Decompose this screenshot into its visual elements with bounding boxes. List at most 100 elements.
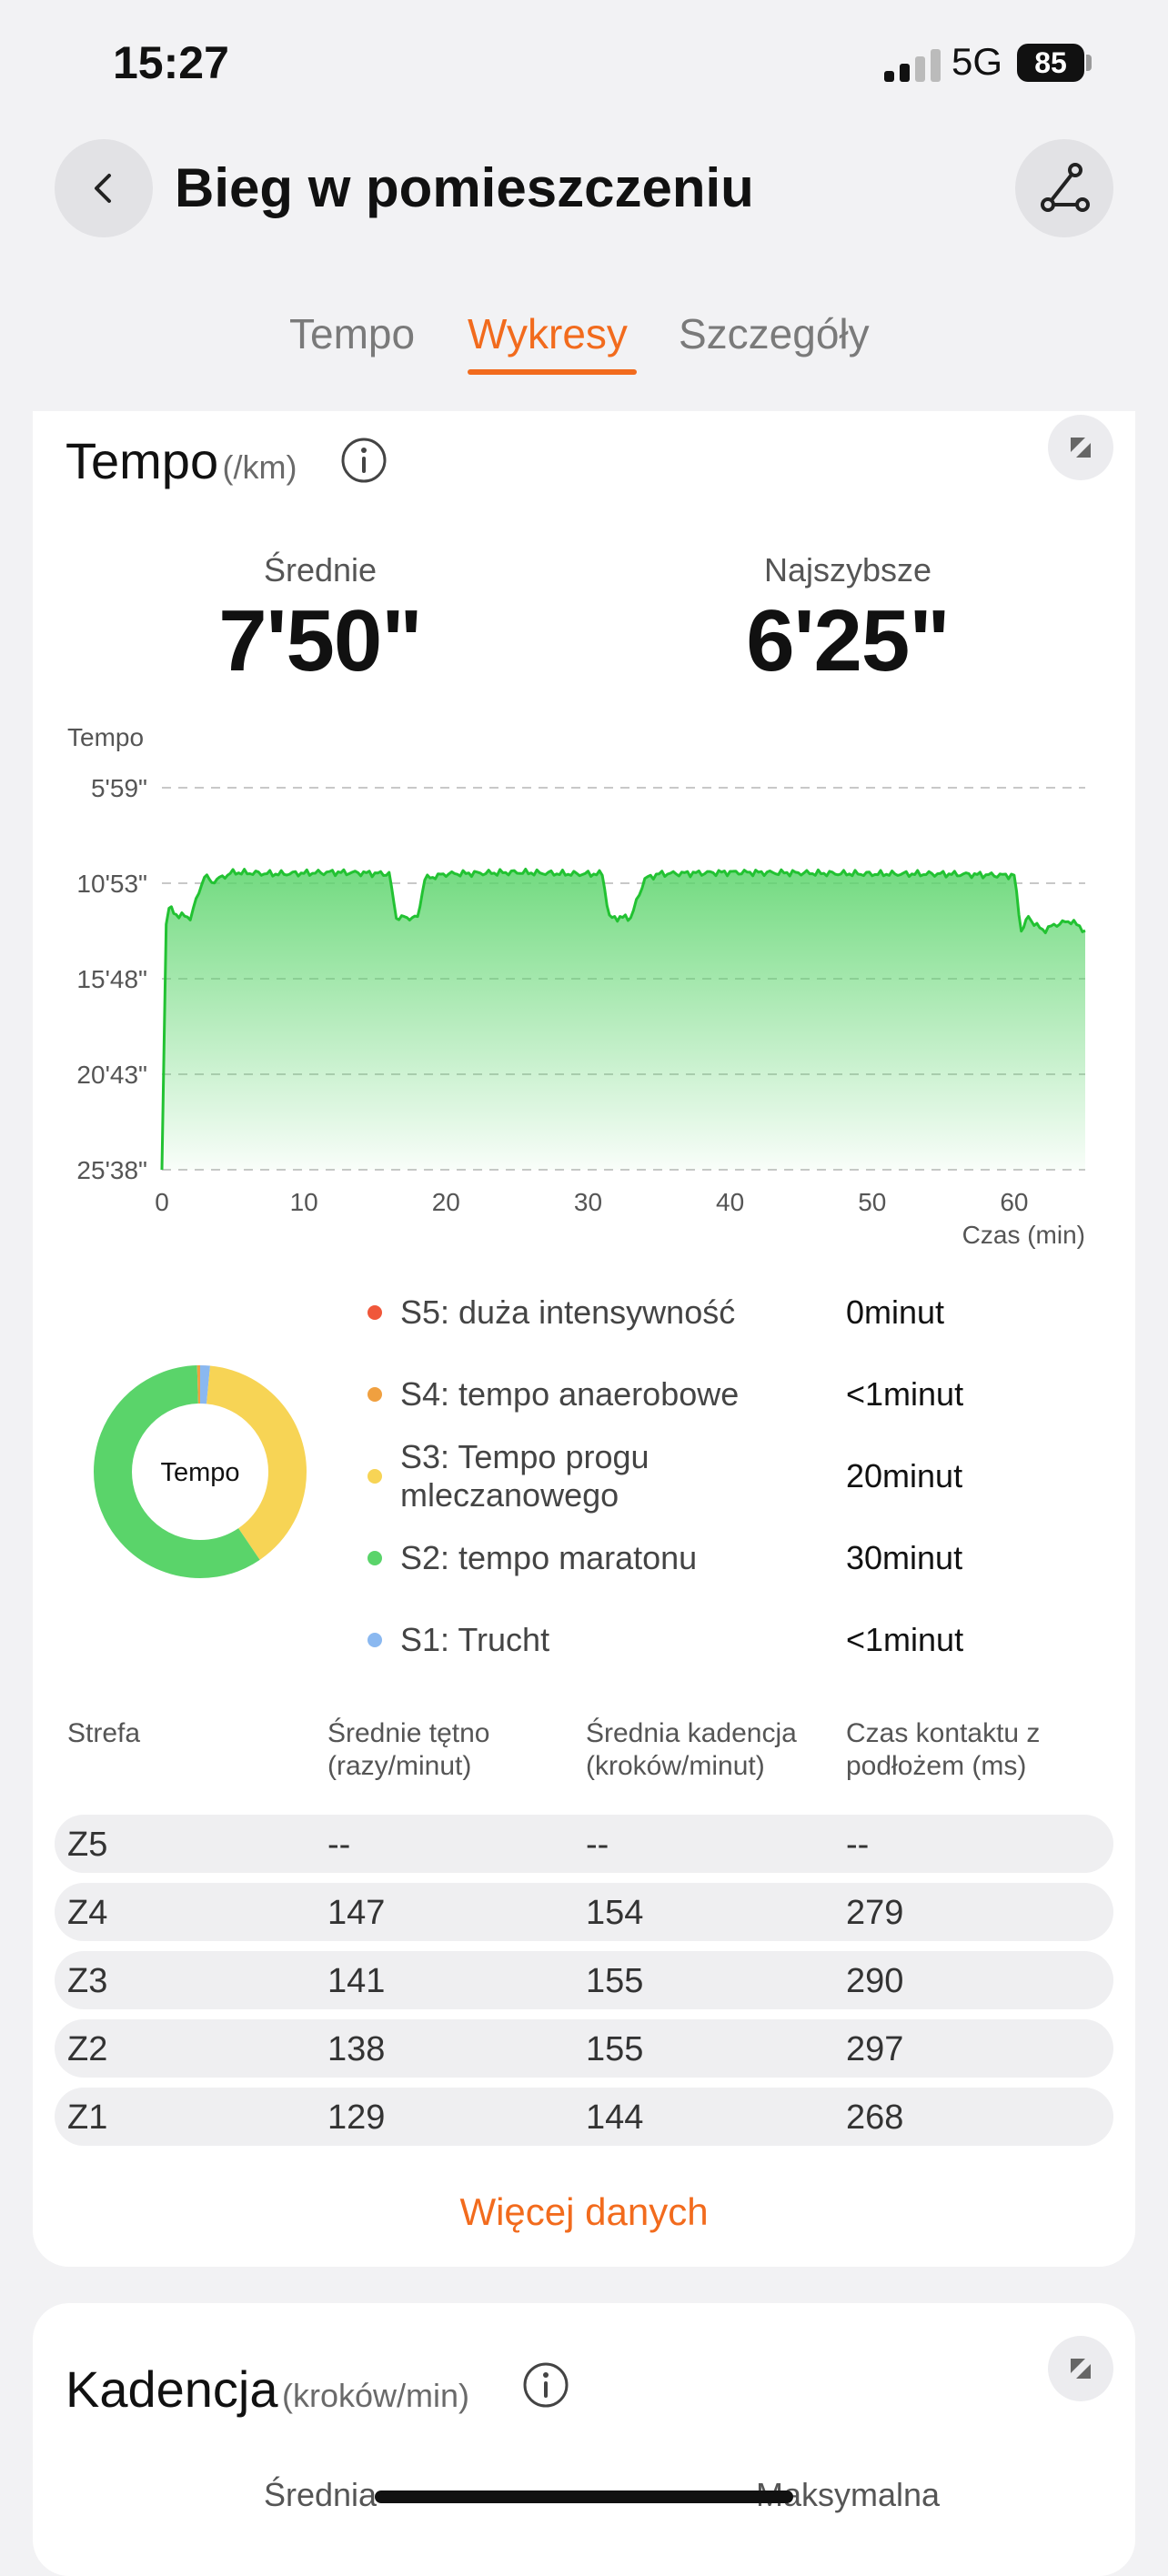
battery-tip (1086, 55, 1092, 71)
table-cell: Z5 (67, 1826, 108, 1864)
cadence-title: Kadencja (65, 2360, 278, 2418)
donut-segment (94, 1365, 307, 1578)
tab-tempo[interactable]: Tempo (289, 310, 416, 357)
table-row: Z1 129 144 268 (55, 2088, 1113, 2146)
table-cell: 290 (846, 1962, 904, 2000)
expand-button[interactable] (1048, 415, 1113, 480)
chart-ylabel: Tempo (67, 723, 144, 751)
legend-dot (368, 1305, 382, 1320)
info-icon[interactable] (522, 2361, 569, 2409)
table-cell: -- (846, 1826, 870, 1864)
info-icon[interactable] (340, 437, 388, 484)
network-type: 5G (952, 40, 1003, 83)
legend-label: S1: Trucht (400, 1621, 550, 1658)
table-cell: 155 (586, 1962, 644, 2000)
x-tick-label: 40 (716, 1188, 744, 1216)
table-header-contact: Czas kontaktu z podłożem (ms) (846, 1718, 1041, 1781)
table-cell: 297 (846, 2030, 904, 2068)
back-button[interactable] (55, 139, 153, 237)
pace-unit: (/km) (222, 448, 297, 486)
table-cell: Z4 (67, 1894, 108, 1932)
table-header-zone: Strefa (67, 1718, 141, 1748)
table-header-hr: Średnie tętno (razy/minut) (327, 1718, 490, 1781)
pace-line (160, 868, 1086, 1171)
legend-dot (368, 1387, 382, 1402)
home-indicator (375, 2490, 793, 2503)
legend-value: 20minut (846, 1457, 963, 1494)
table-cell: -- (327, 1826, 351, 1864)
table-cell: Z2 (67, 2030, 108, 2068)
x-tick-label: 60 (1000, 1188, 1028, 1216)
legend-dot (368, 1469, 382, 1484)
pace-area (162, 869, 1085, 1170)
legend-label: S5: duża intensywność (400, 1293, 736, 1331)
y-tick-label: 20'43" (76, 1061, 147, 1089)
y-tick-label: 5'59" (91, 774, 147, 802)
x-tick-label: 0 (155, 1188, 169, 1216)
page-title: Bieg w pomieszczeniu (175, 157, 754, 218)
chevron-left-icon (95, 174, 111, 203)
y-tick-label: 25'38" (76, 1156, 147, 1184)
cadence-section-title: Kadencja (kroków/min) (65, 2360, 469, 2419)
fastest-pace-label: Najszybsze (763, 551, 932, 589)
expand-icon (1071, 438, 1091, 458)
legend-value: <1minut (846, 1375, 964, 1413)
legend-value: 0minut (846, 1293, 945, 1331)
donut-segment (94, 1365, 307, 1578)
x-tick-label: 20 (432, 1188, 460, 1216)
y-tick-label: 10'53" (76, 870, 147, 898)
tab-szczegoly[interactable]: Szczegóły (679, 310, 870, 357)
avg-pace-value: 7'50" (218, 592, 423, 689)
table-row: Z2 138 155 297 (55, 2019, 1113, 2078)
x-tick-label: 10 (290, 1188, 318, 1216)
donut-segment (94, 1365, 307, 1578)
avg-cadence-label: Średnia (263, 2476, 378, 2513)
table-row: Z5 -- -- -- (55, 1815, 1113, 1873)
table-cell: Z1 (67, 2098, 108, 2137)
table-cell: 154 (586, 1894, 644, 1932)
legend-label: S4: tempo anaerobowe (400, 1375, 740, 1413)
cadence-unit: (kroków/min) (281, 2377, 469, 2414)
route-button[interactable] (1015, 139, 1113, 237)
table-cell: 141 (327, 1962, 386, 2000)
table-cell: 144 (586, 2098, 644, 2137)
fastest-pace-value: 6'25" (746, 592, 951, 689)
cadence-card (33, 2303, 1135, 2576)
route-icon (1041, 163, 1090, 212)
table-row: Z3 141 155 290 (55, 1951, 1113, 2009)
expand-button[interactable] (1048, 2336, 1113, 2401)
x-tick-label: 30 (574, 1188, 602, 1216)
table-cell: 279 (846, 1894, 904, 1932)
pace-title: Tempo (65, 432, 219, 489)
table-cell: 129 (327, 2098, 386, 2137)
y-tick-label: 15'48" (76, 965, 147, 993)
legend-label: S3: Tempo progu mleczanowego (400, 1438, 649, 1514)
legend-dot (368, 1551, 382, 1565)
table-cell: Z3 (67, 1962, 108, 2000)
table-cell: 147 (327, 1894, 386, 1932)
legend-dot (368, 1633, 382, 1647)
pace-section-title: Tempo (/km) (65, 431, 297, 490)
table-cell: -- (586, 1826, 609, 1864)
table-cell: 155 (586, 2030, 644, 2068)
x-tick-label: 50 (858, 1188, 886, 1216)
table-row: Z4 147 154 279 (55, 1883, 1113, 1941)
signal-icon (884, 49, 941, 82)
legend-value: 30minut (846, 1539, 963, 1576)
status-time: 15:27 (113, 37, 229, 88)
more-data-link[interactable]: Więcej danych (459, 2190, 709, 2233)
pace-chart: Tempo 5'59" 10'53" 15'48" 20'43" 25'38" 0 10 2… (67, 723, 1086, 1249)
table-header-cadence: Średnia kadencja (kroków/minut) (586, 1718, 797, 1781)
active-tab-indicator (468, 369, 637, 375)
avg-pace-label: Średnie (263, 551, 378, 589)
tab-wykresy[interactable]: Wykresy (468, 310, 628, 357)
legend-label: S2: tempo maratonu (400, 1539, 698, 1576)
table-cell: 138 (327, 2030, 386, 2068)
expand-icon (1071, 2359, 1091, 2379)
table-cell: 268 (846, 2098, 904, 2137)
legend-value: <1minut (846, 1621, 964, 1658)
battery-icon: 85 (1017, 44, 1084, 82)
donut-label: Tempo (160, 1458, 239, 1487)
pace-zone-donut: Tempo (94, 1365, 307, 1578)
chart-xlabel: Czas (min) (962, 1221, 1085, 1249)
